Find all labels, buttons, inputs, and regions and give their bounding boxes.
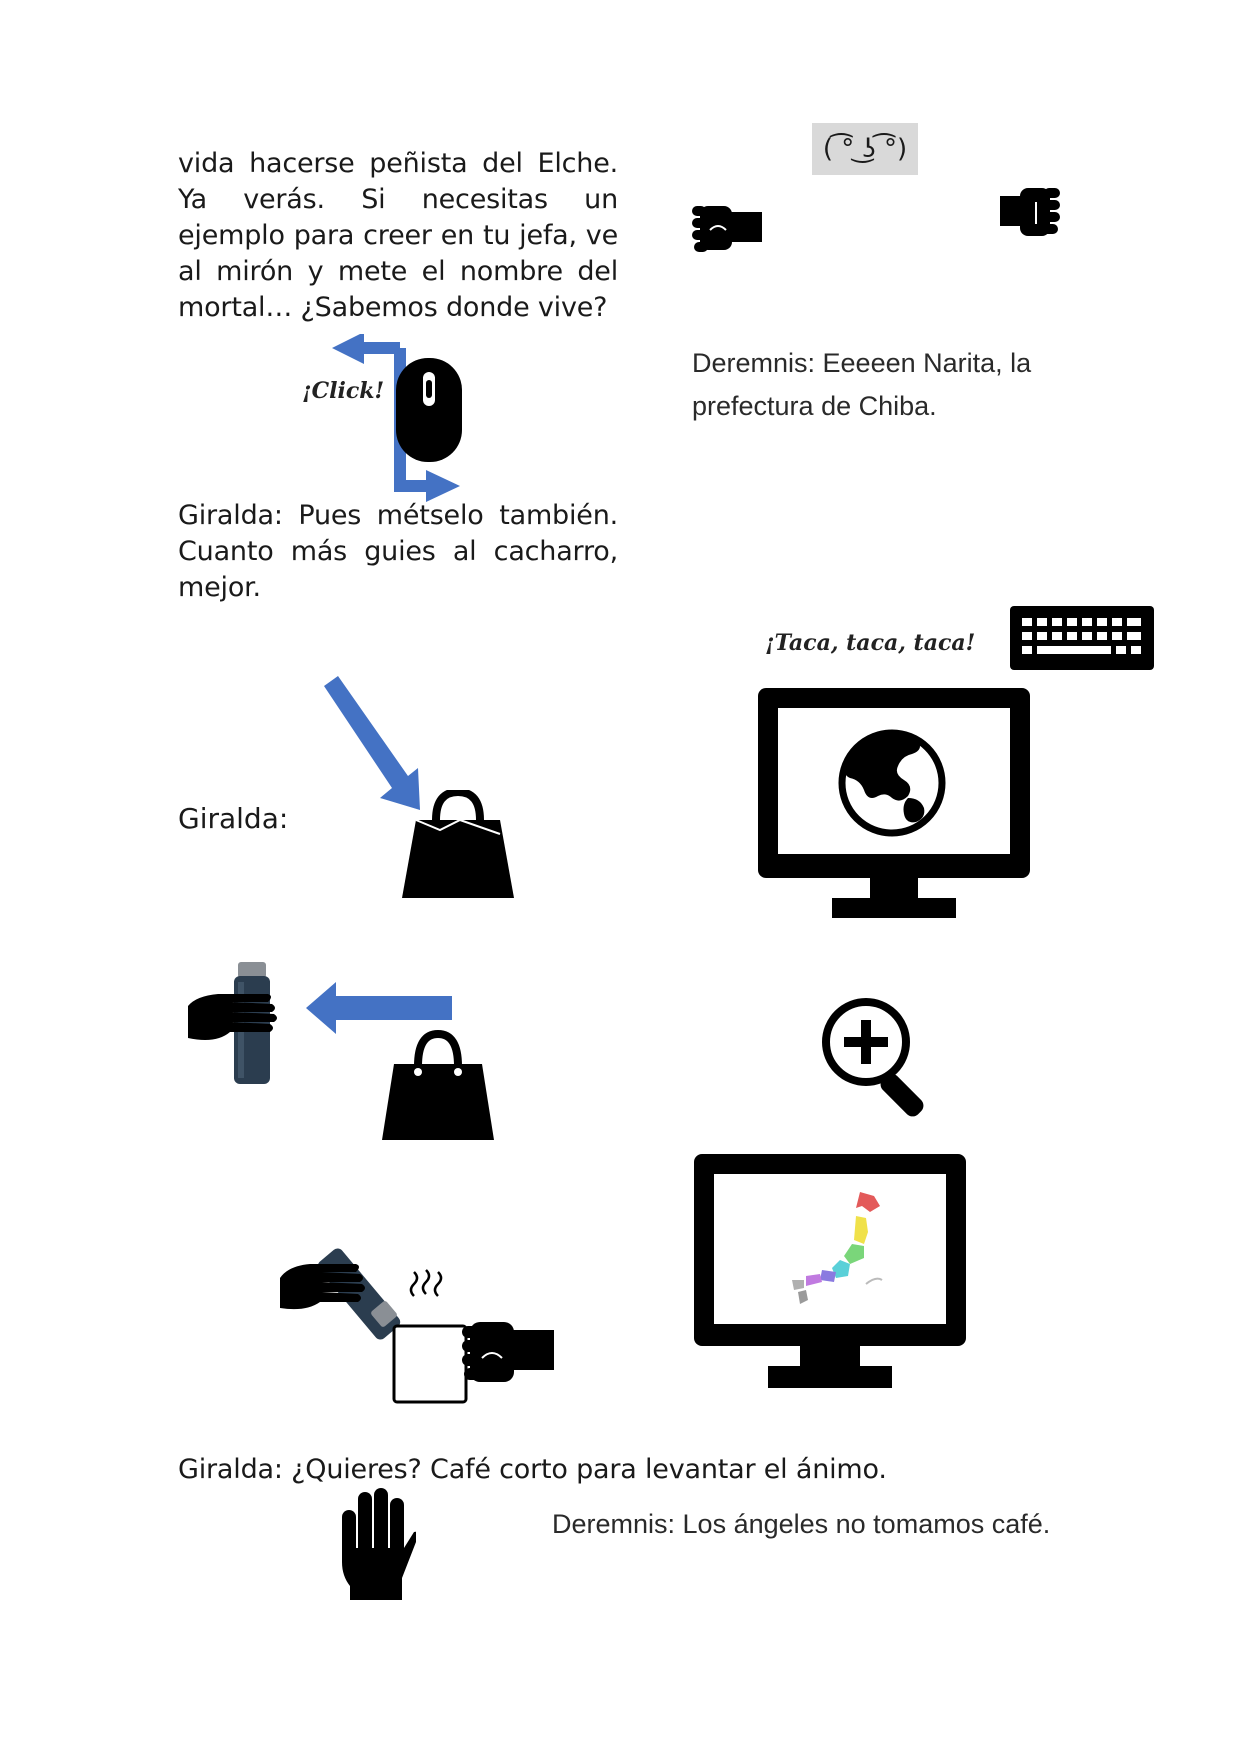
fist-holding-cup-icon xyxy=(462,1322,554,1382)
deremnis-line-2: Deremnis: Los ángeles no tomamos café. xyxy=(552,1509,1051,1539)
mouse-icon xyxy=(396,358,462,462)
emoticon-badge: ( ͡° ͜ʖ ͡°) xyxy=(812,123,918,175)
coffee-pour-illustration xyxy=(280,1248,554,1404)
typing-sound-effect: ¡Taca, taca, taca! xyxy=(765,630,976,656)
handbag-open-icon xyxy=(382,1030,494,1140)
thermos-hand-icon xyxy=(188,962,277,1084)
steam-icon xyxy=(409,1269,443,1297)
fist-bump-left-icon xyxy=(692,206,762,252)
globe-icon xyxy=(838,729,946,837)
zoom-in-icon xyxy=(822,998,924,1117)
monitor-japan-map-icon xyxy=(694,1154,966,1388)
stop-hand-icon xyxy=(342,1488,416,1600)
paragraph-intro: vida hacerse peñista del Elche. Ya verás… xyxy=(178,148,618,323)
fist-bump-right-icon xyxy=(1000,188,1060,236)
coffee-cup-icon xyxy=(392,1324,468,1404)
handbag-icon xyxy=(402,790,514,898)
giralda-label: Giralda: xyxy=(178,802,289,835)
deremnis-line-1: Deremnis: Eeeeen Narita, la prefectura d… xyxy=(692,348,1032,421)
mouse-click-illustration xyxy=(332,334,462,502)
blue-left-arrow-icon xyxy=(306,982,452,1034)
paragraph-giralda-1: Giralda: Pues métselo también. Cuanto má… xyxy=(178,500,618,603)
click-sound-effect: ¡Click! xyxy=(302,378,385,404)
monitor-globe-icon xyxy=(758,688,1030,918)
keyboard-icon xyxy=(1010,606,1154,670)
giralda-cafe-line: Giralda: ¿Quieres? Café corto para levan… xyxy=(178,1454,887,1485)
blue-diagonal-arrow-icon xyxy=(324,676,420,810)
thermos-pour-icon xyxy=(280,1248,401,1340)
japan-map xyxy=(792,1192,883,1304)
